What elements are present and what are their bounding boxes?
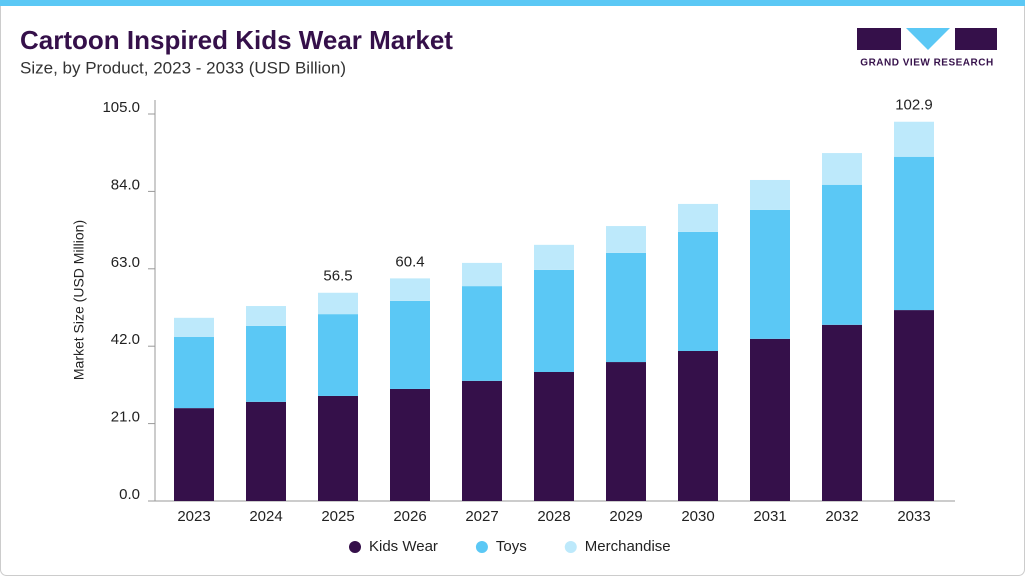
legend-label: Kids Wear <box>369 538 438 555</box>
logo-block <box>857 28 901 50</box>
y-tick-label: 105.0 <box>102 99 140 116</box>
logo: GRAND VIEW RESEARCH <box>857 28 997 69</box>
y-tick-label: 21.0 <box>111 409 140 426</box>
bar-segment <box>390 300 430 389</box>
bar-segment <box>534 244 574 270</box>
top-strip <box>0 0 1025 6</box>
chart-subtitle: Size, by Product, 2023 - 2033 (USD Billi… <box>20 58 346 77</box>
bar-segment <box>822 153 862 185</box>
bar-segment <box>246 325 286 402</box>
bar-segment <box>894 156 934 311</box>
bar-segment <box>894 121 934 157</box>
bar-segment <box>318 395 358 501</box>
bar-segment <box>534 372 574 501</box>
x-tick-label: 2025 <box>321 508 354 525</box>
bar-segment <box>678 231 718 351</box>
bar-segment <box>822 184 862 325</box>
chart-title: Cartoon Inspired Kids Wear Market <box>20 25 453 55</box>
bar-segment <box>174 336 214 409</box>
x-tick-label: 2023 <box>177 508 210 525</box>
bar-segment <box>318 314 358 396</box>
legend-swatch <box>475 541 488 553</box>
logo-block <box>906 28 950 50</box>
bar-segment <box>462 286 502 381</box>
bar-segment <box>750 179 790 210</box>
bar-segment <box>390 388 430 501</box>
bar-segment <box>174 408 214 501</box>
x-tick-label: 2032 <box>825 508 858 525</box>
logo-text: GRAND VIEW RESEARCH <box>860 58 993 69</box>
bar-segment <box>390 278 430 301</box>
x-tick-label: 2029 <box>609 508 642 525</box>
y-tick-label: 42.0 <box>111 331 140 348</box>
x-tick-label: 2033 <box>897 508 930 525</box>
total-label: 60.4 <box>395 253 424 270</box>
bar-segment <box>822 324 862 501</box>
x-tick-label: 2026 <box>393 508 426 525</box>
y-axis-label: Market Size (USD Million) <box>71 220 87 380</box>
legend-label: Toys <box>496 538 527 555</box>
bar-segment <box>750 338 790 501</box>
legend-swatch <box>564 541 577 553</box>
x-tick-label: 2024 <box>249 508 282 525</box>
total-label: 56.5 <box>323 268 352 285</box>
y-tick-label: 0.0 <box>119 486 140 503</box>
bar-segment <box>462 262 502 287</box>
bar-segment <box>174 317 214 337</box>
x-tick-label: 2028 <box>537 508 570 525</box>
bar-segment <box>534 269 574 372</box>
bar-segment <box>678 203 718 232</box>
bar-segment <box>678 350 718 501</box>
logo-block <box>955 28 997 50</box>
bar-segment <box>894 310 934 501</box>
total-label: 102.9 <box>895 97 933 114</box>
bar-segment <box>318 292 358 315</box>
bar-segment <box>462 380 502 501</box>
x-tick-label: 2030 <box>681 508 714 525</box>
bar-segment <box>246 306 286 326</box>
bar-segment <box>606 362 646 501</box>
legend-label: Merchandise <box>585 538 671 555</box>
y-tick-label: 84.0 <box>111 176 140 193</box>
y-tick-label: 63.0 <box>111 254 140 271</box>
bar-segment <box>606 252 646 363</box>
bar-segment <box>750 209 790 339</box>
bar-segment <box>606 226 646 253</box>
legend-swatch <box>349 541 361 553</box>
bar-segment <box>246 401 286 501</box>
x-tick-label: 2031 <box>753 508 786 525</box>
x-tick-label: 2027 <box>465 508 498 525</box>
